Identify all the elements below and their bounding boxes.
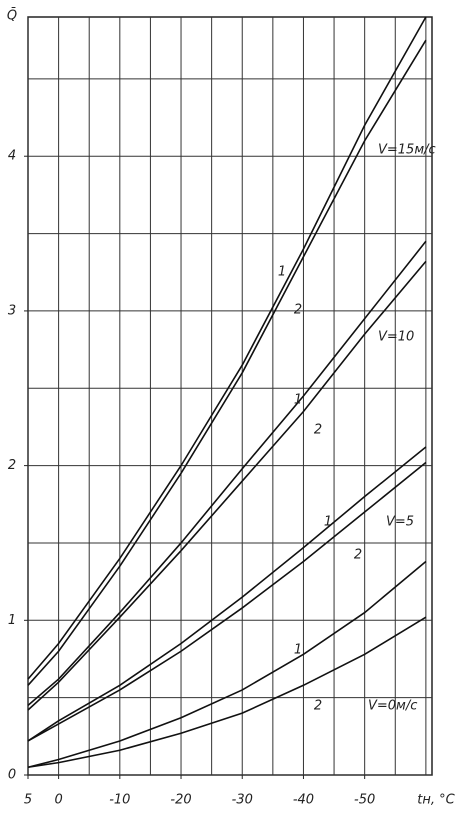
curve [27,240,427,706]
curve [27,560,427,769]
curve-group-label: V=5 [386,515,414,530]
x-axis-label: tн, °C [417,793,455,808]
x-tick-label: -10 [109,793,130,808]
y-tick-label: 0 [8,768,16,783]
curve-label: 2 [294,303,302,318]
curve [27,39,427,686]
y-tick-label: 1 [8,613,16,628]
curve-label: 2 [314,423,322,438]
x-tick-label: -30 [232,793,253,808]
curve [27,446,427,742]
x-tick-label: -20 [170,793,191,808]
y-tick-label: 3 [8,303,16,318]
y-tick-label: 2 [8,458,16,473]
x-tick-label: 5 [24,793,32,808]
curve-label: 1 [294,643,302,658]
curve [27,616,427,769]
curve-group-label: V=10 [378,330,414,345]
x-tick-label: -40 [293,793,314,808]
curve-group-label: V=0м/с [368,699,417,714]
curve [27,260,427,711]
y-axis-label: Q̄ [7,8,17,23]
curve-group-label: V=15м/с [378,143,436,158]
curve-label: 2 [354,548,362,563]
y-tick-label: 4 [8,149,16,164]
curve-label: 1 [278,265,286,280]
curve-label: 1 [324,515,332,530]
curve [27,461,427,742]
curve-label: 1 [294,393,302,408]
x-tick-label: -50 [354,793,375,808]
x-tick-label: 0 [54,793,62,808]
curve [27,16,427,680]
curve-label: 2 [314,699,322,714]
